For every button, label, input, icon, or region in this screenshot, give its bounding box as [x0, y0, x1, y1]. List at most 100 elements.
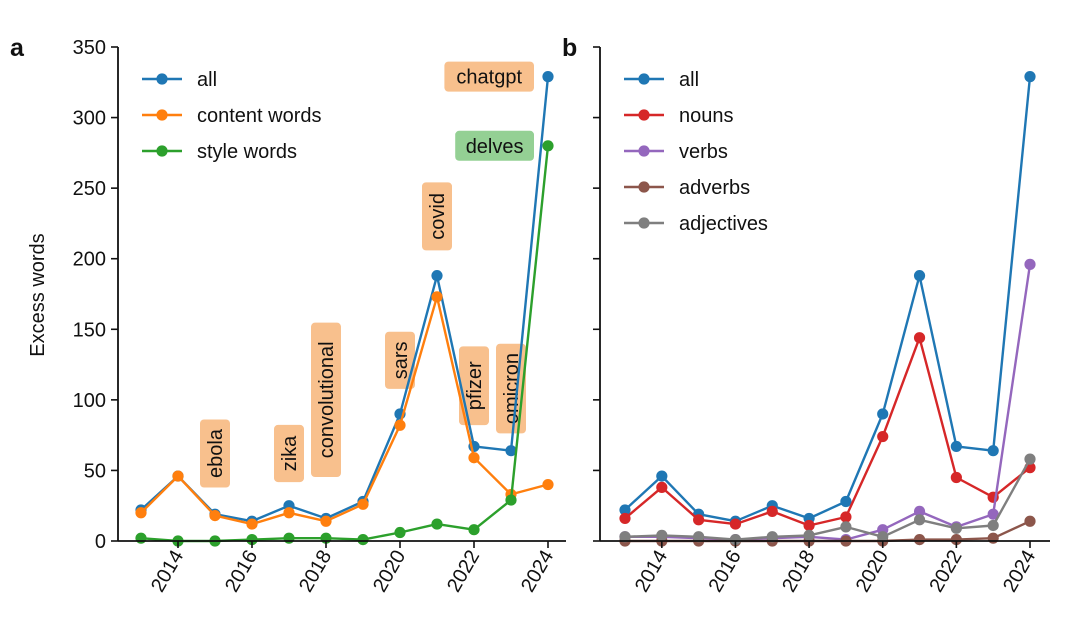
data-point: [619, 504, 631, 516]
annotation-box: [274, 424, 304, 483]
data-point: [394, 419, 406, 431]
y-axis-label: Excess words: [27, 233, 49, 356]
legend-swatch-marker: [156, 145, 168, 157]
legend-label: all: [197, 69, 217, 91]
legend-item-adjectives: adjectives: [624, 213, 768, 235]
series-content-words: [135, 291, 554, 530]
legend-swatch-marker: [638, 217, 650, 229]
legend-swatch-marker: [638, 145, 650, 157]
annotation-text: sars: [390, 341, 412, 379]
y-tick-label: 150: [73, 319, 106, 341]
legend-item-adverbs: adverbs: [624, 177, 750, 199]
annotation-box: [455, 130, 534, 161]
data-point: [172, 470, 184, 482]
data-point: [656, 470, 668, 482]
series-line: [140, 295, 549, 526]
data-point: [431, 518, 443, 530]
legend-swatch-marker: [638, 109, 650, 121]
data-point: [950, 440, 962, 453]
data-point: [542, 478, 554, 491]
data-point: [950, 471, 962, 484]
data-point: [913, 332, 926, 344]
y-tick-label: 50: [84, 460, 106, 482]
data-point: [987, 445, 999, 457]
data-point: [357, 498, 369, 510]
annotation-text: pfizer: [464, 361, 486, 410]
legend-swatch-marker: [156, 109, 168, 121]
data-point: [135, 507, 147, 519]
data-point: [246, 518, 258, 530]
annotation-zika: zika: [274, 424, 304, 483]
annotation-box: [385, 331, 415, 389]
x-tick-label: 2022: [443, 547, 484, 597]
data-point: [877, 531, 889, 543]
panel-a: a Excess words ebola zika convolutional sar…: [10, 34, 566, 596]
data-point: [766, 505, 778, 517]
legend-item-verbs: verbs: [624, 141, 728, 163]
data-point: [729, 533, 742, 546]
data-point: [987, 519, 999, 532]
data-point: [246, 533, 258, 546]
annotation-text: chatgpt: [456, 67, 522, 89]
annotation-box: [200, 419, 230, 488]
annotation-box: [459, 346, 489, 426]
annotation-text: covid: [427, 193, 449, 240]
data-point: [987, 532, 999, 544]
x-tick-label: 2020: [852, 547, 893, 597]
panel-a-legend: all content words style words: [142, 69, 322, 163]
annotation-box: [422, 182, 452, 251]
x-tick-label: 2024: [999, 547, 1040, 597]
series-all: [619, 71, 1036, 527]
data-point: [505, 494, 517, 506]
x-tick-label: 2016: [221, 547, 262, 597]
data-point: [1024, 258, 1036, 270]
x-tick-label: 2020: [369, 547, 410, 597]
panel-a-annotations: ebola zika convolutional sars covid pfizer omi…: [200, 61, 534, 488]
series-line: [624, 458, 1032, 541]
annotation-box: [444, 61, 534, 92]
legend-item-nouns: nouns: [624, 105, 734, 127]
series-line: [624, 76, 1032, 523]
data-point: [283, 532, 295, 544]
y-tick-label: 200: [73, 249, 106, 271]
y-tick-label: 300: [73, 108, 106, 130]
data-point: [913, 270, 926, 282]
legend-item-all: all: [142, 69, 217, 91]
data-point: [283, 507, 295, 519]
data-point: [877, 430, 889, 443]
annotation-text: convolutional: [316, 341, 338, 458]
legend-label: adjectives: [679, 213, 768, 235]
data-point: [950, 533, 962, 546]
legend-label: adverbs: [679, 177, 750, 199]
data-point: [803, 519, 815, 532]
series-style-words: [135, 140, 554, 547]
series-line: [625, 264, 1032, 541]
x-tick-label: 2024: [517, 547, 558, 597]
legend-item-content-words: content words: [142, 105, 322, 127]
data-point: [619, 512, 631, 525]
x-tick-label: 2018: [295, 547, 336, 597]
annotation-delves: delves: [455, 130, 534, 161]
annotation-chatgpt: chatgpt: [444, 61, 534, 92]
data-point: [357, 533, 369, 546]
annotation-ebola: ebola: [200, 419, 230, 488]
data-point: [656, 481, 668, 493]
data-point: [840, 495, 852, 508]
x-tick-label: 2014: [631, 547, 672, 597]
series-adjectives: [619, 453, 1036, 546]
data-point: [468, 452, 480, 464]
panel-b-label: b: [562, 34, 577, 62]
data-point: [987, 508, 999, 520]
legend-label: content words: [197, 105, 322, 127]
annotation-text: omicron: [501, 353, 523, 424]
panel-a-label: a: [10, 34, 25, 62]
data-point: [913, 514, 926, 526]
x-tick-label: 2016: [704, 547, 745, 597]
annotation-text: ebola: [205, 428, 227, 478]
data-point: [394, 526, 406, 539]
data-point: [913, 505, 926, 517]
x-tick-label: 2018: [778, 547, 819, 597]
annotation-sars: sars: [385, 331, 415, 389]
data-point: [1024, 515, 1036, 527]
